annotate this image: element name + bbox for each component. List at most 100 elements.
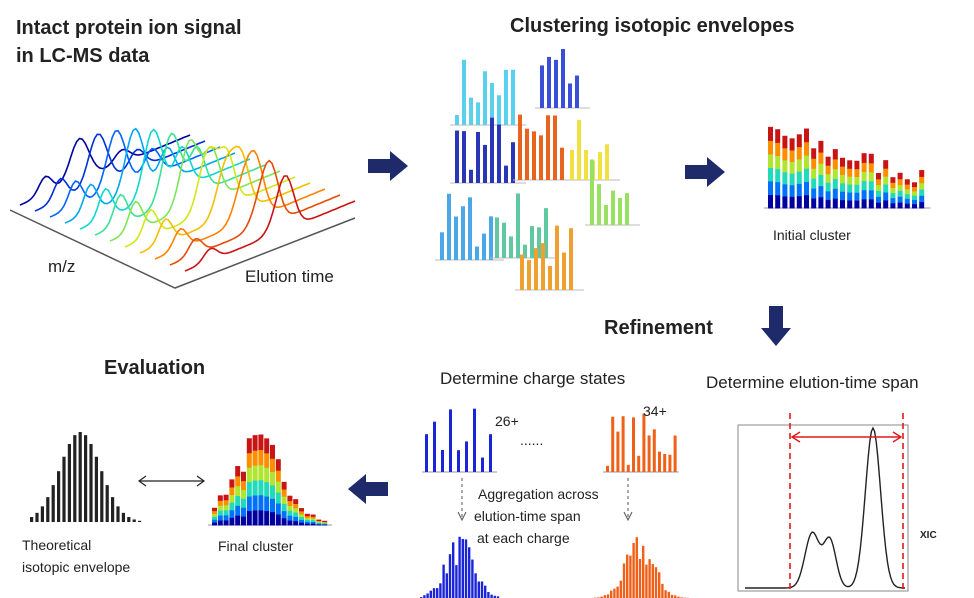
bar-segment <box>224 505 229 511</box>
bar <box>455 131 459 183</box>
bar <box>452 542 454 598</box>
bar <box>674 436 677 472</box>
bar-segment <box>883 176 888 184</box>
bar <box>41 506 44 522</box>
bar <box>518 115 522 180</box>
bar <box>636 537 638 598</box>
bar-segment <box>826 157 831 166</box>
bar <box>622 416 625 472</box>
bar-segment <box>293 499 298 504</box>
bar-segment <box>258 510 263 526</box>
bar-segment <box>905 184 910 189</box>
bar <box>629 556 631 598</box>
bar-segment <box>212 511 217 514</box>
bar-segment <box>883 184 888 192</box>
bar-segment <box>912 199 917 204</box>
bar-segment <box>840 183 845 192</box>
bar-segment <box>790 138 795 150</box>
bar-segment <box>905 194 910 199</box>
bar <box>547 57 551 108</box>
bar <box>79 432 82 522</box>
bar <box>469 98 473 125</box>
bar-segment <box>293 516 298 521</box>
bar-segment <box>229 487 234 495</box>
bar <box>478 582 480 598</box>
bar-segment <box>890 193 895 199</box>
bar-segment <box>229 479 234 487</box>
signal-title: Intact protein ion signal <box>16 17 242 39</box>
bar-segment <box>862 153 867 163</box>
bar-segment <box>247 438 252 453</box>
bar <box>455 115 459 125</box>
bar <box>520 255 524 290</box>
bar-segment <box>264 511 269 526</box>
bar <box>623 563 625 598</box>
bar-segment <box>282 518 287 526</box>
bar <box>516 193 520 258</box>
bar-segment <box>322 521 327 522</box>
bar <box>584 150 588 180</box>
bar-segment <box>890 187 895 193</box>
bar-segment <box>826 182 831 191</box>
bar-segment <box>287 505 292 510</box>
bar-segment <box>241 472 246 481</box>
note: elution-time span <box>474 508 581 524</box>
bar-segment <box>876 191 881 197</box>
bar <box>511 142 515 183</box>
bar-segment <box>811 188 816 198</box>
bar-segment <box>768 140 773 154</box>
bar-segment <box>258 465 263 481</box>
bar <box>611 191 615 225</box>
bar-segment <box>898 173 903 179</box>
elution-title: Determine elution-time span <box>706 373 919 392</box>
bar-segment <box>287 501 292 506</box>
bar-segment <box>229 517 234 525</box>
bar <box>133 519 136 522</box>
bar <box>471 560 473 598</box>
bar-segment <box>270 458 275 472</box>
bar-segment <box>316 520 321 521</box>
bar <box>577 120 581 180</box>
bar <box>57 471 60 522</box>
bar-segment <box>224 495 229 501</box>
bar-segment <box>782 196 787 209</box>
bar <box>642 414 645 472</box>
bar-segment <box>218 520 223 525</box>
bar <box>648 559 650 598</box>
charge-label: 34+ <box>643 403 667 419</box>
theoretical-label: isotopic envelope <box>22 559 130 575</box>
bar-segment <box>247 511 252 526</box>
bar-segment <box>818 163 823 175</box>
bar <box>610 591 612 598</box>
bar-segment <box>811 148 816 158</box>
bar <box>425 434 428 472</box>
bar <box>84 435 87 522</box>
bar-segment <box>782 160 787 173</box>
arrow <box>348 474 388 504</box>
bar-segment <box>826 174 831 183</box>
bar-segment <box>912 204 917 209</box>
bar-segment <box>797 171 802 184</box>
bar-segment <box>224 520 229 526</box>
bar <box>468 197 472 260</box>
bar-segment <box>282 489 287 497</box>
bar-segment <box>775 182 780 196</box>
axis-label: Elution time <box>245 267 334 286</box>
bar <box>100 471 103 522</box>
arrow <box>761 306 791 346</box>
bar-segment <box>797 147 802 160</box>
bar <box>645 565 647 598</box>
bar <box>462 60 466 125</box>
bar-segment <box>775 195 780 209</box>
bar-segment <box>811 178 816 188</box>
bar-segment <box>218 515 223 520</box>
bar <box>469 170 473 183</box>
bar-segment <box>797 183 802 196</box>
bar-segment <box>241 481 246 490</box>
bar-segment <box>282 496 287 504</box>
bar-segment <box>218 495 223 500</box>
bar-segment <box>833 179 838 189</box>
bar-segment <box>276 514 281 525</box>
shapes <box>10 49 930 598</box>
bar-segment <box>818 197 823 209</box>
